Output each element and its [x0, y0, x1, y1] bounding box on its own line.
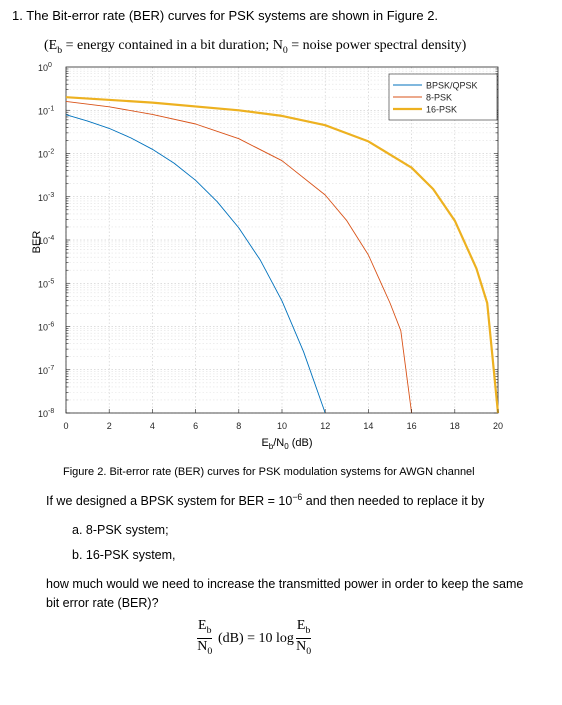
y-axis-label: BER: [31, 231, 43, 254]
y-tick-label: 10-6: [38, 322, 54, 333]
x-tick-label: 4: [150, 421, 155, 431]
y-tick-label: 10-2: [38, 149, 54, 160]
followup-question: how much would we need to increase the t…: [46, 577, 524, 610]
series-line-16-psk: [65, 96, 500, 414]
prompt-line: If we designed a BPSK system for BER = 1…: [46, 492, 485, 509]
x-tick-label: 8: [236, 421, 241, 431]
series-line-bpsk-qpsk: [65, 114, 326, 414]
legend-label: 16-PSK: [426, 105, 457, 115]
x-tick-label: 18: [450, 421, 460, 431]
y-tick-label: 100: [38, 62, 52, 73]
x-tick-label: 14: [363, 421, 373, 431]
y-tick-label: 10-8: [38, 408, 54, 419]
question-text: The Bit-error rate (BER) curves for PSK …: [26, 8, 439, 23]
y-tick-label: 10-4: [38, 235, 54, 246]
x-tick-label: 20: [493, 421, 503, 431]
x-tick-label: 10: [277, 421, 287, 431]
y-tick-labels: 100 10-1 10-2 10-3 10-4 10-5 10-6 10-7 10-8: [38, 62, 54, 419]
y-tick-label: 10-3: [38, 192, 54, 203]
chart-legend: BPSK/QPSK 8-PSK 16-PSK: [388, 73, 498, 121]
figure-caption: Figure 2. Bit-error rate (BER) curves fo…: [63, 466, 475, 478]
x-tick-label: 2: [107, 421, 112, 431]
x-tick-label: 0: [63, 421, 68, 431]
question-header: 1. The Bit-error rate (BER) curves for P…: [12, 8, 438, 23]
x-tick-label: 6: [193, 421, 198, 431]
list-item-b: b. 16-PSK system,: [72, 548, 176, 562]
definitions-line: (Eb = energy contained in a bit duration…: [44, 38, 467, 56]
series-layer: [65, 96, 500, 414]
list-item-a: a. 8-PSK system;: [72, 523, 169, 537]
x-tick-labels: 0 2 4 6 8 10 12 14 16 18 20: [63, 409, 503, 431]
formula-lhs-fraction: Eb N0: [197, 618, 213, 657]
x-tick-label: 12: [320, 421, 330, 431]
db-formula: Eb N0 (dB) = 10 log Eb N0: [197, 618, 312, 660]
y-tick-label: 10-1: [38, 105, 54, 116]
x-tick-label: 16: [407, 421, 417, 431]
y-tick-label: 10-7: [38, 365, 54, 376]
ber-chart: 0 2 4 6 8 10 12 14 16 18 20 100 10-1 10-2 10-3 10-4 10-…: [31, 62, 503, 451]
legend-label: BPSK/QPSK: [426, 81, 478, 91]
formula-rhs-fraction: Eb N0: [295, 618, 312, 657]
x-axis-label: Eb/N0 (dB): [261, 437, 312, 451]
question-number: 1.: [12, 8, 23, 23]
series-line-8-psk: [65, 100, 413, 414]
y-tick-label: 10-5: [38, 278, 54, 289]
legend-label: 8-PSK: [426, 93, 452, 103]
